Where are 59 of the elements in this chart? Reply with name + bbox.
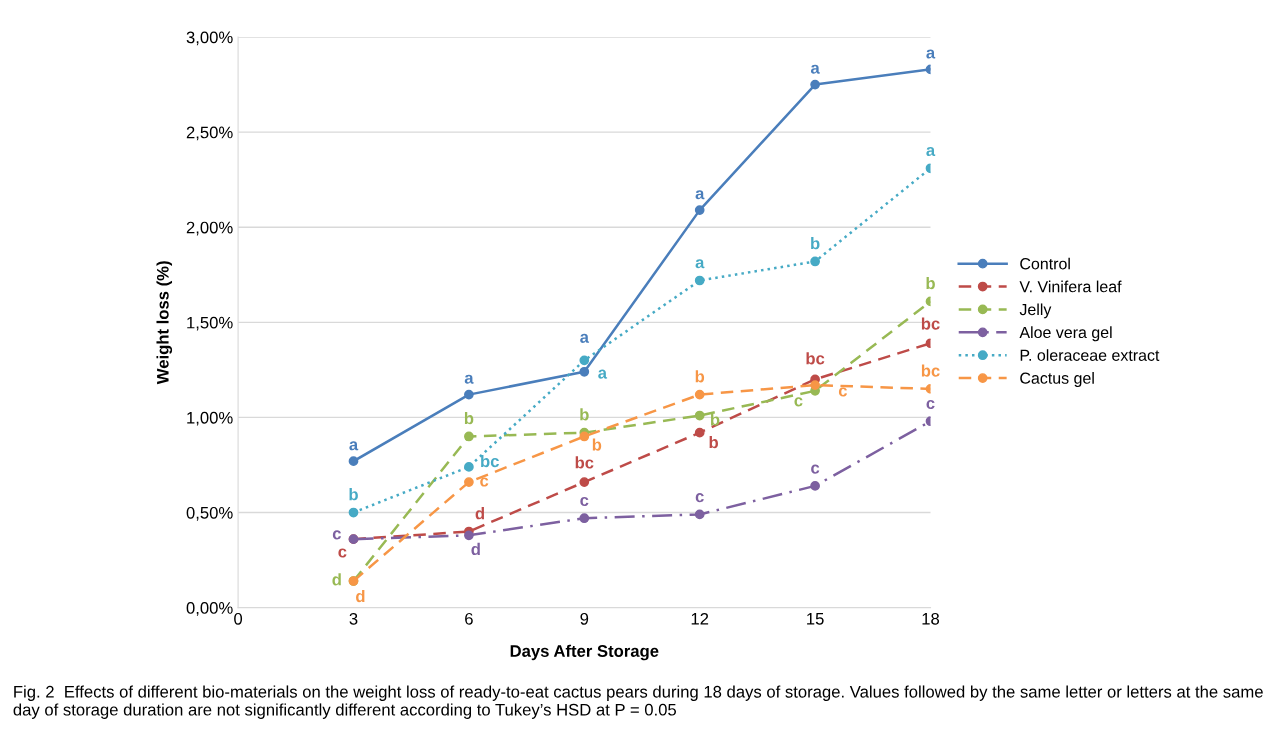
y-tick-label: 2,00% xyxy=(186,221,233,236)
data-label: bc xyxy=(921,364,940,377)
data-label: c xyxy=(811,464,820,474)
data-label: c xyxy=(794,397,803,407)
data-label: d xyxy=(471,542,480,556)
y-axis-title: Weight loss (%) xyxy=(156,261,173,385)
x-tick-label: 0 xyxy=(234,612,243,625)
data-label: c xyxy=(332,530,341,540)
legend-label: Jelly xyxy=(1019,303,1052,319)
data-label: c xyxy=(838,387,848,397)
data-label: b xyxy=(592,438,602,451)
data-label: d xyxy=(332,573,341,586)
x-tick-label: 15 xyxy=(807,613,824,625)
x-tick-label: 12 xyxy=(691,612,709,625)
data-label: b xyxy=(926,276,935,290)
data-label: d xyxy=(475,507,484,520)
data-label: c xyxy=(926,399,935,410)
data-label: c xyxy=(338,548,347,558)
y-tick-label: 2,50% xyxy=(186,126,233,141)
data-label: b xyxy=(811,237,820,250)
data-label: c xyxy=(580,496,589,507)
data-label: bc xyxy=(806,352,825,365)
legend-label: Cactus gel xyxy=(1020,372,1094,387)
data-label: a xyxy=(464,374,474,384)
x-tick-label: 18 xyxy=(922,612,940,625)
caption: Fig. 2 Effects of different bio-materials on the weight loss of ready-to-eat cactus pears during 18 days of storage. Values followed by the same letter or letters at the same day of storage duration are not significantly different according to Tukey’s HSD at P = 0.05 xyxy=(13,685,1263,719)
data-label: d xyxy=(356,589,365,603)
data-label: a xyxy=(349,441,359,451)
legend-label: V. Vinifera leaf xyxy=(1019,280,1122,293)
data-label: a xyxy=(926,146,936,157)
y-tick-label: 1,00% xyxy=(187,411,233,426)
x-tick-label: 6 xyxy=(465,612,473,625)
y-tick-label: 1,50% xyxy=(187,316,233,331)
data-label: a xyxy=(598,369,608,379)
data-label: a xyxy=(810,64,820,74)
y-tick-label: 0,50% xyxy=(186,506,233,521)
legend-label: Aloe vera gel xyxy=(1019,326,1112,342)
y-tick-label: 3,00% xyxy=(186,31,233,46)
data-label: a xyxy=(695,190,705,200)
data-label: b xyxy=(464,412,474,425)
data-label: b xyxy=(710,413,720,426)
data-label: a xyxy=(926,49,936,59)
data-label: a xyxy=(580,333,590,343)
data-label: c xyxy=(480,477,489,487)
data-label: b xyxy=(580,408,589,421)
data-label: a xyxy=(695,259,705,269)
x-tick-label: 9 xyxy=(580,612,589,625)
data-label: bc xyxy=(481,454,499,468)
data-label: c xyxy=(695,493,704,503)
x-axis-title: Days After Storage xyxy=(510,644,659,661)
legend-label: Control xyxy=(1020,257,1070,270)
data-label: bc xyxy=(921,317,940,330)
data-label: bc xyxy=(575,456,594,469)
data-label: b xyxy=(695,370,705,383)
legend-label: P. oleraceae extract xyxy=(1020,349,1160,361)
data-label: b xyxy=(349,488,358,501)
x-tick-label: 3 xyxy=(349,612,358,625)
data-label: b xyxy=(709,435,718,449)
y-tick-label: 0,00% xyxy=(186,602,233,616)
